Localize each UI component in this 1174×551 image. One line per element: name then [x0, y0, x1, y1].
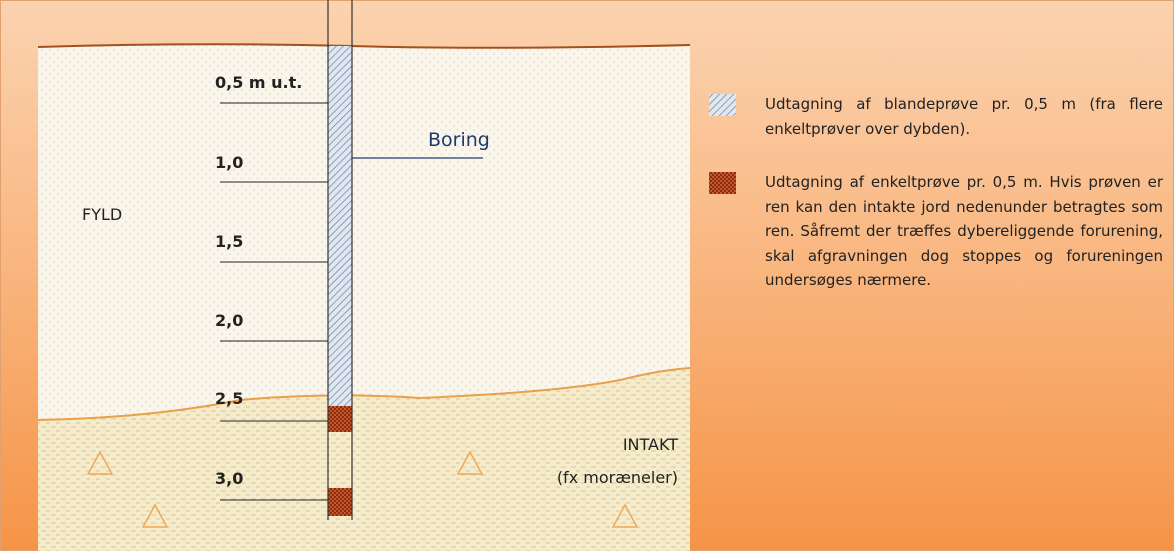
legend-text: Udtagning af enkeltprøve pr. 0,5 m. Hvis… — [765, 170, 1163, 293]
layer-label: INTAKT — [623, 435, 678, 454]
layer-note: (fx moræneler) — [557, 468, 678, 487]
depth-label: 2,0 — [215, 311, 243, 330]
mixed-sample-column — [328, 46, 352, 406]
single-sample — [328, 488, 352, 516]
legend-text: Udtagning af blandeprøve pr. 0,5 m (fra … — [765, 92, 1163, 141]
depth-label: 2,5 — [215, 389, 243, 408]
depth-label: 1,5 — [215, 232, 243, 251]
legend-icon-mixed — [709, 94, 736, 116]
single-sample — [328, 406, 352, 432]
depth-label: 0,5 m u.t. — [215, 73, 302, 92]
page: 0,5 m u.t. 1,0 1,5 2,0 2,5 3,0 Boring FY… — [0, 0, 1174, 551]
legend-icon-single — [709, 172, 736, 194]
boring-label: Boring — [428, 129, 490, 151]
layer-label: FYLD — [82, 205, 122, 224]
depth-label: 3,0 — [215, 469, 243, 488]
depth-label: 1,0 — [215, 153, 243, 172]
